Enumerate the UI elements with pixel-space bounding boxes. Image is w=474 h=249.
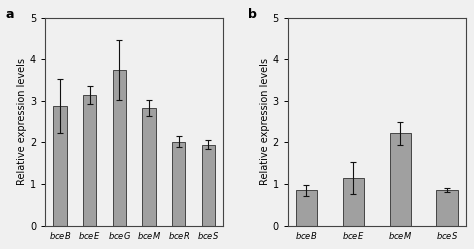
Y-axis label: Relative expression levels: Relative expression levels [17, 58, 27, 185]
Y-axis label: Relative expression levels: Relative expression levels [260, 58, 270, 185]
Text: a: a [6, 7, 14, 20]
Bar [83, 95, 96, 226]
Bar [343, 178, 364, 226]
Bar [296, 190, 317, 226]
Bar [112, 70, 126, 226]
Bar [437, 190, 457, 226]
Bar [390, 133, 410, 226]
Text: b: b [248, 7, 257, 20]
Bar [142, 108, 155, 226]
Bar [172, 142, 185, 226]
Bar [53, 106, 66, 226]
Bar [201, 144, 215, 226]
